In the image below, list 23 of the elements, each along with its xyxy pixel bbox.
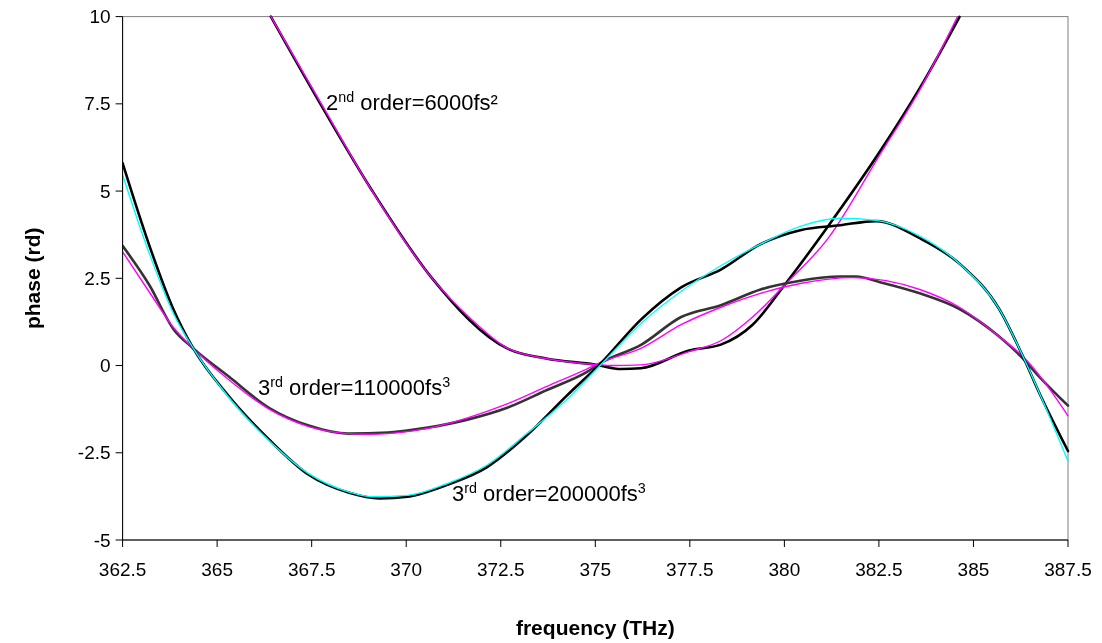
- y-tick-label: 5: [100, 180, 111, 202]
- x-tick-label: 382.5: [855, 559, 903, 580]
- y-tick-label: 0: [100, 355, 111, 377]
- x-axis-title: frequency (THz): [515, 616, 675, 639]
- annotation: 2$^{nd}$ order=6000fs²: [326, 88, 498, 115]
- y-axis-title: phase (rd): [21, 227, 44, 330]
- x-tick-label: 370: [390, 559, 423, 580]
- y-tick-label: -5: [93, 529, 111, 551]
- x-tick-label: 385: [957, 559, 990, 580]
- y-tick-label: 7.5: [84, 93, 111, 115]
- y-tick-label: 2.5: [84, 267, 111, 289]
- annotation: 3$^{rd}$ order=200000fs$^{3}$: [452, 479, 646, 506]
- x-tick-label: 375: [579, 559, 612, 580]
- x-tick-label: 377.5: [666, 559, 714, 580]
- y-tick-label: -2.5: [77, 442, 111, 464]
- x-tick-label: 365: [201, 559, 233, 580]
- x-tick-label: 362.5: [98, 559, 147, 580]
- x-tick-label: 387.5: [1044, 559, 1092, 580]
- x-tick-label: 372.5: [476, 559, 525, 580]
- annotation: 3$^{rd}$ order=110000fs$^{3}$: [258, 373, 451, 400]
- y-tick-label: 10: [89, 6, 111, 28]
- x-tick-label: 367.5: [287, 559, 336, 580]
- x-tick-label: 380: [768, 559, 801, 580]
